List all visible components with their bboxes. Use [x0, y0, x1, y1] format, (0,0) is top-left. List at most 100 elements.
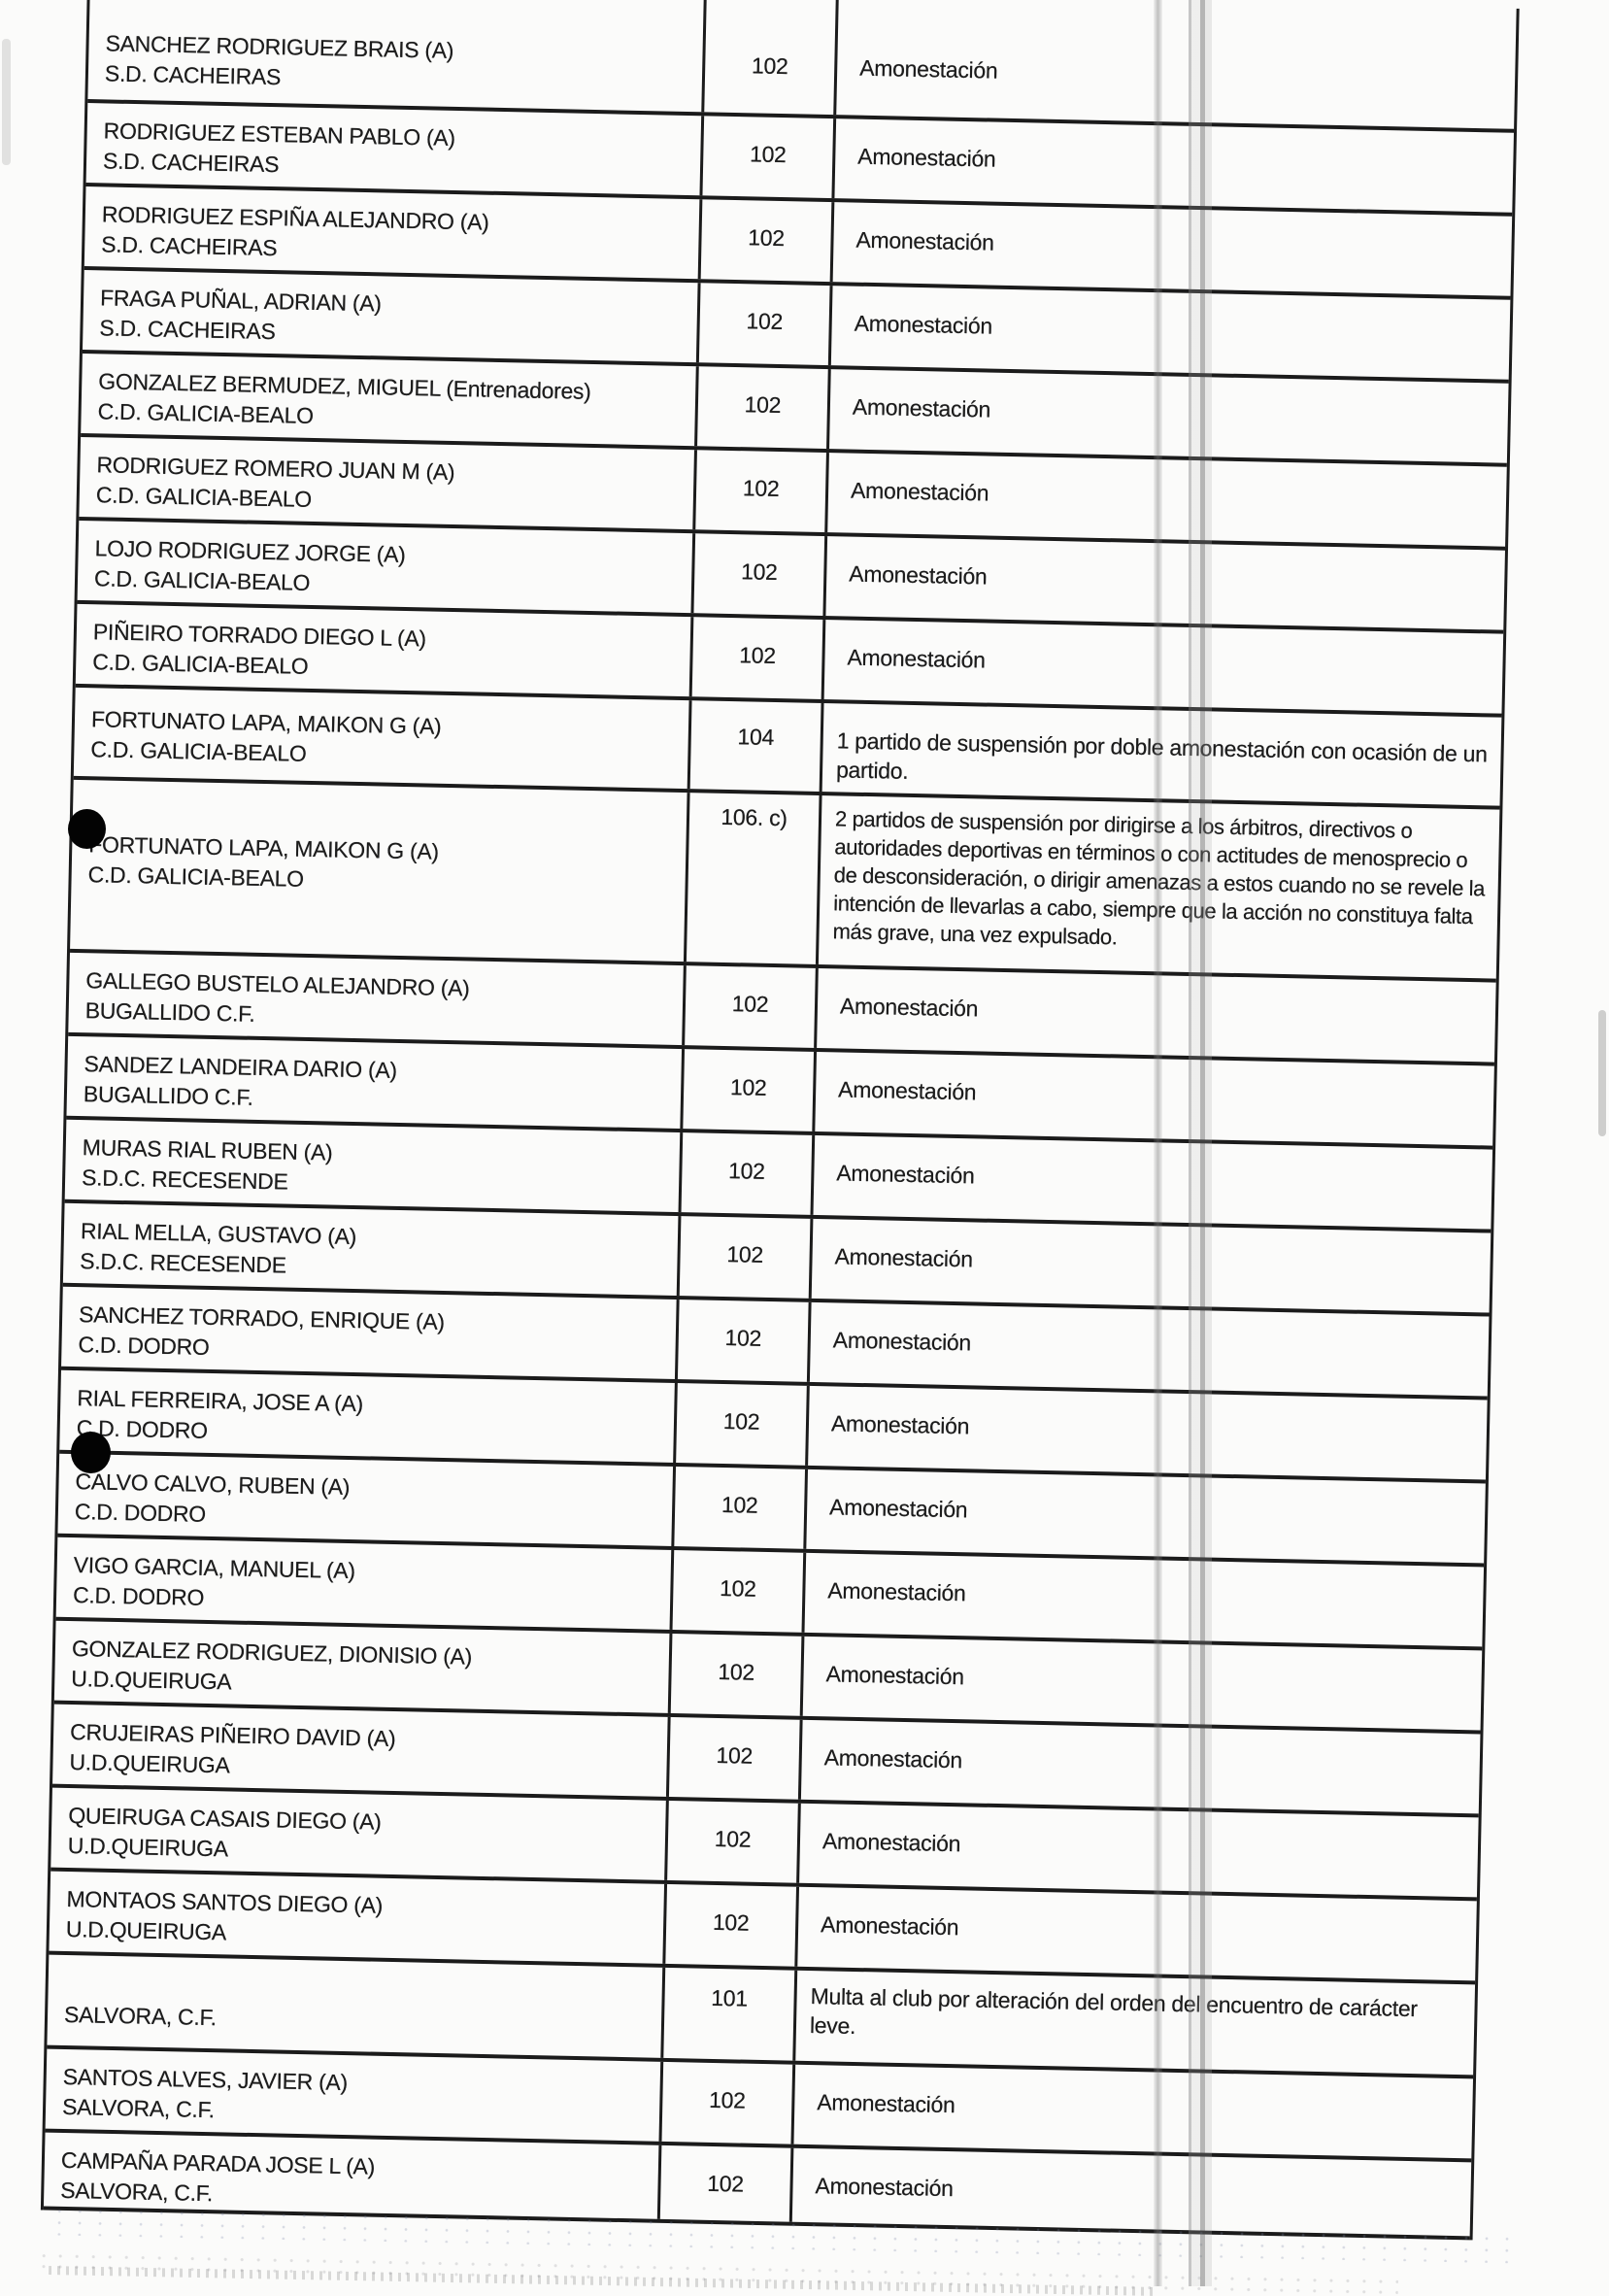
name-cell: QUEIRUGA CASAIS DIEGO (A) U.D.QUEIRUGA	[50, 1788, 666, 1880]
name-cell: RODRIGUEZ ROMERO JUAN M (A) C.D. GALICIA…	[79, 437, 694, 529]
sanction-cell: Amonestación	[812, 1051, 1494, 1146]
name-cell: GALLEGO BUSTELO ALEJANDRO (A) BUGALLIDO …	[68, 953, 684, 1045]
sanction-cell: Amonestación	[810, 1134, 1493, 1230]
article-number: 102	[708, 2086, 746, 2113]
article-cell: 102	[697, 199, 832, 283]
name-cell: MURAS RIAL RUBEN (A) S.D.C. RECESENDE	[65, 1120, 681, 1212]
name-cell: RIAL FERREIRA, JOSE A (A) C.D. DODRO	[59, 1370, 675, 1463]
name-cell: VIGO GARCIA, MANUEL (A) C.D. DODRO	[56, 1537, 672, 1630]
sanction-text: Amonestación	[815, 2173, 954, 2202]
article-number: 102	[724, 1325, 762, 1351]
article-number: 102	[748, 224, 786, 252]
sanction-cell: Amonestación	[827, 286, 1511, 380]
name-cell: SANTOS ALVES, JAVIER (A) SALVORA, C.F.	[46, 2049, 661, 2142]
sanction-text: Amonestación	[837, 1076, 977, 1105]
article-cell: 102	[680, 1049, 815, 1131]
sanction-text: Amonestación	[849, 560, 988, 590]
article-number: 102	[746, 308, 784, 335]
article-cell: 102	[667, 1633, 802, 1716]
club-name: SALVORA, C.F.	[63, 2001, 218, 2031]
sanction-cell: Amonestación	[805, 1385, 1488, 1480]
article-cell: 104	[687, 700, 821, 792]
sanction-cell: Amonestación	[814, 967, 1496, 1063]
sanction-cell: 2 partidos de suspensión por dirigirse a…	[815, 794, 1500, 979]
name-cell: PIÑEIRO TORRADO DIEGO L (A) C.D. GALICIA…	[76, 604, 691, 696]
article-cell: 102	[656, 2144, 791, 2222]
sanction-text: Amonestación	[857, 143, 996, 172]
name-cell: FRAGA PUÑAL, ADRIAN (A) S.D. CACHEIRAS	[83, 270, 698, 362]
sanction-text: Amonestación	[847, 644, 986, 673]
article-number: 102	[716, 1741, 754, 1769]
name-cell: RIAL MELLA, GUSTAVO (A) S.D.C. RECESENDE	[63, 1203, 679, 1296]
sanction-text: Amonestación	[850, 477, 989, 506]
article-number: 102	[722, 1408, 760, 1435]
scan-noise-band	[49, 2266, 1156, 2296]
article-cell: 102	[673, 1382, 807, 1466]
article-cell: 102	[664, 1800, 798, 1883]
table-row: FORTUNATO LAPA, MAIKON G (A) C.D. GALICI…	[69, 779, 1500, 983]
article-cell: 102	[671, 1466, 806, 1549]
article-cell: 102	[695, 283, 830, 366]
sanction-text: Amonestación	[855, 226, 994, 255]
name-cell: CAMPAÑA PARADA JOSE L (A) SALVORA, C.F.	[44, 2133, 658, 2219]
article-number: 102	[751, 52, 788, 80]
article-number: 102	[718, 1658, 755, 1685]
sanction-cell: Amonestación	[829, 202, 1513, 296]
article-number: 102	[739, 642, 777, 668]
article-number: 102	[740, 558, 778, 586]
sanction-text: Amonestación	[821, 1828, 961, 1857]
sanction-cell: Amonestación	[821, 620, 1504, 714]
redaction-dot	[68, 809, 106, 849]
sanction-text: Amonestación	[836, 1160, 975, 1189]
sanction-cell: Amonestación	[794, 1886, 1477, 1981]
scan-noise-band	[38, 2249, 1399, 2296]
article-number: 102	[726, 1241, 764, 1267]
sanction-text: Amonestación	[834, 1243, 974, 1272]
sanction-cell: Amonestación	[801, 1552, 1485, 1647]
article-number: 102	[731, 991, 769, 1017]
article-cell: 102	[669, 1549, 804, 1633]
sanction-text: Amonestación	[828, 1494, 968, 1523]
sanction-text: Amonestación	[839, 993, 979, 1022]
sanction-text: Amonestación	[858, 54, 998, 84]
sanction-cell: Amonestación	[799, 1636, 1483, 1731]
name-cell: FORTUNATO LAPA, MAIKON G (A) C.D. GALICI…	[70, 780, 687, 962]
sanction-text: Amonestación	[854, 310, 993, 339]
sanction-cell: Amonestación	[824, 453, 1507, 547]
sanction-cell: Amonestación	[790, 2064, 1474, 2159]
sanction-cell: Amonestación	[803, 1469, 1486, 1564]
article-number: 102	[714, 1825, 752, 1852]
redaction-dot	[71, 1432, 111, 1473]
sanction-text: Amonestación	[830, 1410, 970, 1439]
scan-smudge	[1598, 1010, 1606, 1136]
name-cell: LOJO RODRIGUEZ JORGE (A) C.D. GALICIA-BE…	[78, 521, 693, 613]
article-number: 106. c)	[721, 803, 788, 831]
name-cell: CALVO CALVO, RUBEN (A) C.D. DODRO	[57, 1454, 673, 1546]
article-cell: 102	[662, 1883, 797, 1967]
article-cell: 102	[682, 965, 816, 1048]
sanction-text: Amonestación	[817, 2089, 955, 2118]
sanction-cell: Amonestación	[808, 1218, 1492, 1313]
article-cell: 102	[692, 450, 826, 533]
article-number: 102	[712, 1908, 750, 1936]
sanction-cell: Amonestación	[806, 1301, 1490, 1397]
article-number: 102	[749, 141, 787, 168]
sanction-text: Multa al club por alteración del orden d…	[809, 1983, 1418, 2040]
article-cell: 102	[688, 617, 823, 699]
article-cell: 102	[701, 0, 836, 116]
name-cell: SANDEZ LANDEIRA DARIO (A) BUGALLIDO C.F.	[66, 1036, 682, 1129]
article-cell: 102	[694, 366, 828, 450]
article-number: 102	[707, 2170, 745, 2197]
sanction-text: 2 partidos de suspensión por dirigirse a…	[832, 806, 1486, 950]
sanction-text: Amonestación	[852, 393, 991, 422]
article-number: 102	[721, 1492, 758, 1518]
sanction-cell: Amonestación	[833, 0, 1517, 129]
article-cell: 102	[658, 2061, 793, 2144]
sanction-text: Amonestación	[823, 1744, 963, 1773]
article-cell: 102	[665, 1716, 800, 1800]
article-number: 102	[727, 1158, 765, 1184]
sanction-text: Amonestación	[832, 1327, 972, 1356]
name-cell: CRUJEIRAS PIÑEIRO DAVID (A) U.D.QUEIRUGA	[52, 1705, 668, 1797]
name-cell: RODRIGUEZ ESPIÑA ALEJANDRO (A) S.D. CACH…	[84, 186, 700, 279]
sanctions-table: SANCHEZ RODRIGUEZ BRAIS (A) S.D. CACHEIR…	[40, 0, 1520, 2241]
